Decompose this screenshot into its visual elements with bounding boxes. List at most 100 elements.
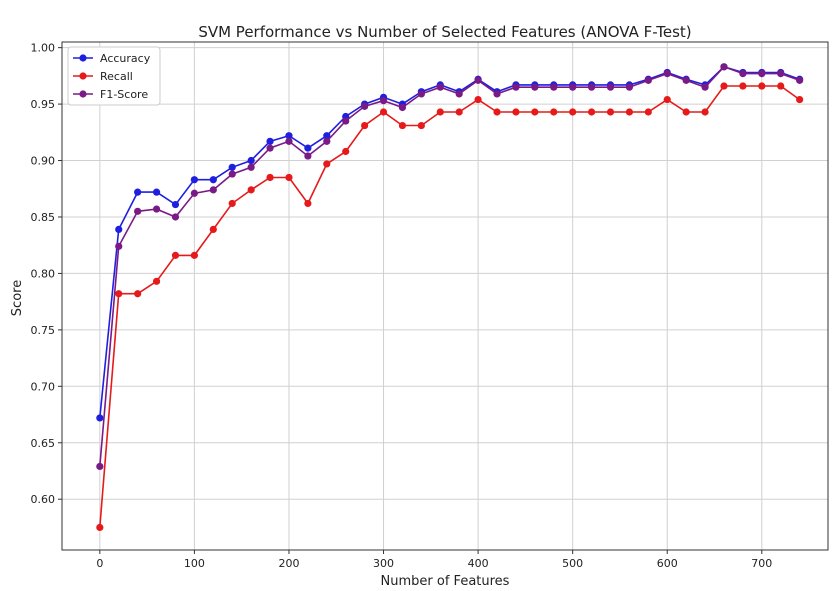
data-point-recall: [474, 95, 482, 104]
legend: Accuracy Recall F1-Score: [67, 46, 161, 106]
legend-item-f1-score: F1-Score: [73, 88, 148, 101]
y-tick-label: 0.85: [31, 211, 56, 224]
data-point-recall: [777, 82, 785, 90]
data-point-f1-score: [531, 83, 539, 91]
data-point-recall: [739, 82, 747, 90]
data-point-recall: [361, 121, 369, 130]
series-accuracy: [96, 63, 804, 422]
series-layer: [96, 63, 804, 532]
data-point-f1-score: [644, 76, 652, 84]
legend-label-f1-score: F1-Score: [100, 88, 148, 101]
data-point-accuracy: [323, 132, 331, 140]
data-point-recall: [266, 173, 274, 182]
data-point-f1-score: [739, 70, 747, 78]
data-point-accuracy: [190, 176, 198, 184]
data-point-f1-score: [323, 137, 331, 145]
data-point-recall: [152, 277, 161, 285]
y-tick-label: 0.60: [31, 493, 56, 506]
data-point-f1-score: [171, 213, 180, 221]
x-tick-label: 400: [468, 557, 489, 570]
data-point-f1-score: [134, 207, 142, 215]
data-point-f1-score: [115, 242, 123, 250]
series-f1-score: [96, 63, 804, 471]
data-point-accuracy: [304, 144, 312, 152]
x-tick-label: 500: [562, 557, 583, 570]
x-tick-label: 100: [184, 557, 205, 570]
data-point-recall: [512, 108, 520, 116]
data-point-f1-score: [228, 170, 236, 178]
data-point-f1-score: [512, 83, 520, 91]
data-point-recall: [569, 108, 577, 116]
ticks: 0 100 200 300 400 500 600 700 0.60 0.65 0.70 0.75 0.…: [31, 42, 773, 570]
y-tick-label: 0.70: [31, 380, 56, 393]
x-axis-label: Number of Features: [381, 574, 510, 589]
data-point-accuracy: [171, 200, 180, 209]
data-point-accuracy: [115, 225, 123, 233]
series-line-recall: [99, 85, 801, 528]
data-point-accuracy: [209, 176, 217, 184]
y-tick-label: 1.00: [31, 42, 56, 55]
grid: [62, 42, 828, 550]
data-point-f1-score: [758, 70, 766, 78]
data-point-recall: [134, 290, 142, 298]
data-point-f1-score: [379, 97, 388, 105]
legend-box: [67, 46, 161, 106]
data-point-accuracy: [228, 163, 236, 171]
data-point-f1-score: [720, 63, 728, 71]
data-point-recall: [606, 108, 615, 116]
legend-label-recall: Recall: [100, 70, 133, 83]
data-point-f1-score: [569, 83, 577, 91]
series-line-f1-score: [99, 65, 800, 467]
data-point-f1-score: [796, 76, 804, 84]
data-point-recall: [190, 251, 198, 259]
legend-marker-accuracy: [79, 54, 87, 62]
data-point-f1-score: [152, 205, 161, 213]
data-point-f1-score: [285, 137, 293, 145]
data-point-f1-score: [209, 186, 217, 194]
data-point-recall: [720, 82, 728, 90]
data-point-f1-score: [474, 76, 482, 84]
x-tick-label: 700: [751, 557, 772, 570]
data-point-accuracy: [247, 156, 255, 165]
data-point-recall: [285, 173, 293, 182]
legend-marker-recall: [79, 72, 87, 80]
data-point-recall: [209, 225, 217, 233]
data-point-recall: [342, 147, 350, 156]
data-point-recall: [493, 108, 501, 116]
y-tick-label: 0.90: [31, 155, 56, 168]
data-point-recall: [531, 108, 539, 116]
legend-label-accuracy: Accuracy: [100, 52, 151, 65]
data-point-recall: [379, 108, 388, 116]
data-point-f1-score: [625, 83, 634, 91]
y-axis-label: Score: [10, 280, 25, 316]
data-point-f1-score: [777, 70, 785, 78]
data-point-accuracy: [266, 137, 274, 145]
x-tick-label: 300: [373, 557, 394, 570]
data-point-accuracy: [152, 188, 161, 196]
data-point-recall: [550, 108, 558, 116]
y-tick-label: 0.80: [31, 267, 56, 280]
y-tick-label: 0.95: [31, 98, 56, 111]
data-point-recall: [455, 108, 463, 116]
x-tick-label: 0: [96, 557, 103, 570]
plot-frame: [61, 41, 829, 551]
data-point-f1-score: [493, 90, 501, 98]
data-point-recall: [644, 108, 652, 116]
legend-item-accuracy: Accuracy: [73, 52, 151, 65]
data-point-recall: [417, 121, 425, 130]
y-tick-label: 0.75: [31, 324, 56, 337]
data-point-f1-score: [96, 462, 104, 471]
data-point-recall: [304, 199, 312, 208]
data-point-recall: [323, 160, 331, 168]
data-point-recall: [436, 108, 444, 116]
data-point-f1-score: [266, 144, 274, 152]
data-point-f1-score: [550, 83, 558, 91]
legend-item-recall: Recall: [73, 70, 133, 83]
data-point-recall: [587, 108, 596, 116]
data-point-f1-score: [455, 90, 463, 98]
data-point-f1-score: [682, 76, 690, 84]
y-tick-label: 0.65: [31, 437, 56, 450]
legend-marker-f1-score: [79, 90, 87, 98]
data-point-recall: [96, 523, 104, 532]
